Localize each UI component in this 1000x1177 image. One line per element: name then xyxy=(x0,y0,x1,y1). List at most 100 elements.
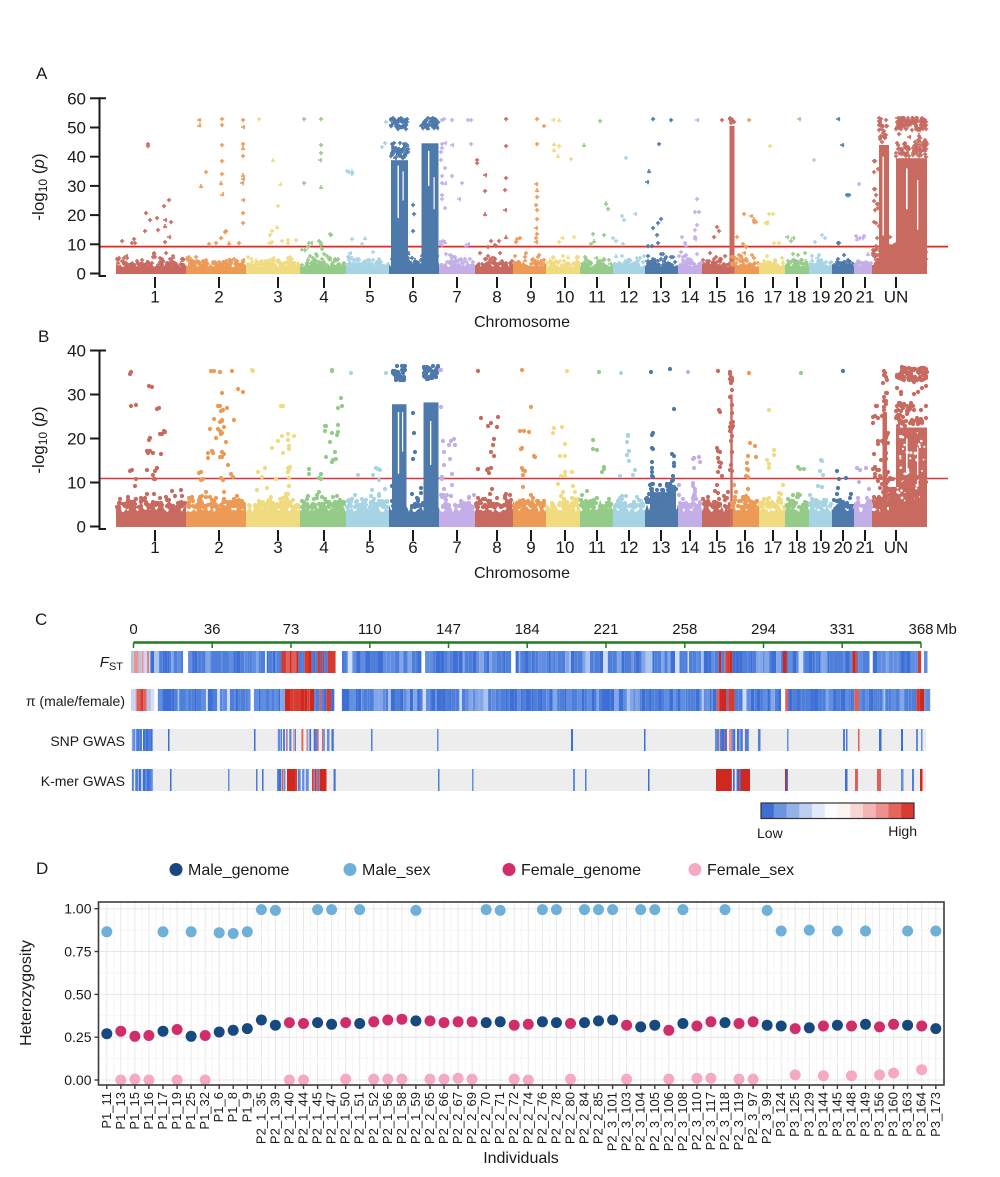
svg-text:-log10 (p): -log10 (p) xyxy=(29,406,50,473)
svg-text:Mb: Mb xyxy=(936,621,957,638)
svg-text:P2_2_70: P2_2_70 xyxy=(478,1092,493,1144)
svg-text:221: 221 xyxy=(593,621,618,638)
svg-text:P2_1_44: P2_1_44 xyxy=(296,1092,311,1144)
svg-text:P2_2_74: P2_2_74 xyxy=(520,1092,535,1144)
svg-text:60: 60 xyxy=(67,89,86,108)
svg-text:14: 14 xyxy=(681,538,700,557)
svg-text:FST: FST xyxy=(100,654,124,673)
svg-text:0: 0 xyxy=(129,621,137,638)
svg-text:36: 36 xyxy=(204,621,221,638)
svg-text:UN: UN xyxy=(884,538,909,557)
svg-text:0: 0 xyxy=(77,518,86,537)
svg-text:P2_3_97: P2_3_97 xyxy=(745,1092,760,1144)
svg-text:P2_2_67: P2_2_67 xyxy=(450,1092,465,1144)
svg-text:7: 7 xyxy=(452,288,461,307)
svg-text:5: 5 xyxy=(365,288,374,307)
svg-text:9: 9 xyxy=(526,288,535,307)
svg-text:40: 40 xyxy=(67,342,86,361)
svg-text:20: 20 xyxy=(834,538,853,557)
svg-text:P3_145: P3_145 xyxy=(829,1092,844,1137)
svg-text:P2_3_104: P2_3_104 xyxy=(633,1092,648,1151)
svg-text:9: 9 xyxy=(526,538,535,557)
svg-text:12: 12 xyxy=(620,538,639,557)
svg-text:P2_3_117: P2_3_117 xyxy=(703,1092,718,1150)
svg-text:P2_2_80: P2_2_80 xyxy=(563,1092,578,1144)
svg-text:6: 6 xyxy=(408,538,417,557)
svg-text:Female_sex: Female_sex xyxy=(707,862,794,879)
svg-text:P2_1_59: P2_1_59 xyxy=(408,1092,423,1144)
svg-text:P2_1_47: P2_1_47 xyxy=(324,1092,339,1144)
svg-text:1.00: 1.00 xyxy=(64,901,91,917)
svg-text:P2_3_108: P2_3_108 xyxy=(675,1092,690,1151)
svg-text:Chromosome: Chromosome xyxy=(474,314,570,331)
svg-text:A: A xyxy=(36,64,48,83)
svg-text:B: B xyxy=(38,327,49,346)
svg-text:P1_32: P1_32 xyxy=(197,1092,212,1130)
svg-text:20: 20 xyxy=(67,430,86,449)
svg-text:10: 10 xyxy=(67,474,86,493)
svg-text:16: 16 xyxy=(736,288,755,307)
svg-text:4: 4 xyxy=(319,288,328,307)
svg-text:P2_1_58: P2_1_58 xyxy=(394,1092,409,1144)
svg-text:17: 17 xyxy=(764,538,783,557)
svg-text:17: 17 xyxy=(764,288,783,307)
svg-text:P1_9: P1_9 xyxy=(239,1092,254,1122)
svg-text:P2_2_76: P2_2_76 xyxy=(534,1092,549,1144)
svg-text:P2_3_105: P2_3_105 xyxy=(647,1092,662,1151)
svg-text:Individuals: Individuals xyxy=(483,1150,559,1167)
svg-text:2: 2 xyxy=(214,538,223,557)
svg-text:294: 294 xyxy=(751,621,776,638)
svg-text:P2_2_85: P2_2_85 xyxy=(591,1092,606,1144)
svg-text:0.75: 0.75 xyxy=(64,944,91,960)
svg-text:184: 184 xyxy=(515,621,540,638)
svg-text:P2_1_35: P2_1_35 xyxy=(253,1092,268,1144)
svg-text:13: 13 xyxy=(652,288,671,307)
svg-text:0.50: 0.50 xyxy=(64,986,91,1002)
svg-text:Chromosome: Chromosome xyxy=(474,565,570,582)
svg-text:P1_25: P1_25 xyxy=(183,1092,198,1130)
svg-text:3: 3 xyxy=(273,288,282,307)
svg-text:73: 73 xyxy=(283,621,300,638)
svg-text:30: 30 xyxy=(67,177,86,196)
svg-text:P2_1_50: P2_1_50 xyxy=(338,1092,353,1144)
svg-text:P3_124: P3_124 xyxy=(773,1092,788,1137)
svg-text:K-mer GWAS: K-mer GWAS xyxy=(41,773,125,789)
svg-text:20: 20 xyxy=(67,206,86,225)
svg-text:P2_1_52: P2_1_52 xyxy=(366,1092,381,1144)
svg-text:P2_2_71: P2_2_71 xyxy=(492,1092,507,1144)
svg-text:P1_6: P1_6 xyxy=(211,1092,226,1122)
svg-text:SNP GWAS: SNP GWAS xyxy=(50,733,125,749)
svg-text:P2_3_99: P2_3_99 xyxy=(759,1092,774,1144)
svg-text:P2_1_40: P2_1_40 xyxy=(281,1092,296,1144)
svg-text:P3_149: P3_149 xyxy=(858,1092,873,1137)
svg-text:0: 0 xyxy=(77,265,86,284)
svg-text:18: 18 xyxy=(788,538,807,557)
svg-text:Low: Low xyxy=(757,825,784,841)
svg-text:19: 19 xyxy=(812,288,831,307)
svg-text:Female_genome: Female_genome xyxy=(521,862,641,879)
svg-text:P2_3_106: P2_3_106 xyxy=(661,1092,676,1151)
svg-text:0.00: 0.00 xyxy=(64,1072,91,1088)
svg-text:P1_19: P1_19 xyxy=(169,1092,184,1130)
svg-text:10: 10 xyxy=(556,538,575,557)
svg-text:20: 20 xyxy=(834,288,853,307)
svg-text:7: 7 xyxy=(452,538,461,557)
svg-text:Heterozygosity: Heterozygosity xyxy=(18,940,35,1046)
svg-text:18: 18 xyxy=(788,288,807,307)
svg-text:P1_15: P1_15 xyxy=(127,1092,142,1130)
svg-text:P3_129: P3_129 xyxy=(801,1092,816,1137)
svg-text:P2_3_118: P2_3_118 xyxy=(717,1092,732,1150)
svg-text:P2_2_69: P2_2_69 xyxy=(464,1092,479,1144)
svg-text:UN: UN xyxy=(884,288,909,307)
svg-text:21: 21 xyxy=(856,288,875,307)
svg-text:High: High xyxy=(888,823,917,839)
svg-text:P3_125: P3_125 xyxy=(787,1092,802,1137)
svg-text:P2_1_39: P2_1_39 xyxy=(267,1092,282,1144)
svg-text:12: 12 xyxy=(620,288,639,307)
svg-text:6: 6 xyxy=(408,288,417,307)
svg-text:15: 15 xyxy=(708,538,727,557)
svg-text:P1_11: P1_11 xyxy=(99,1092,114,1129)
svg-text:C: C xyxy=(35,610,47,629)
svg-text:0.25: 0.25 xyxy=(64,1029,91,1045)
svg-text:3: 3 xyxy=(273,538,282,557)
